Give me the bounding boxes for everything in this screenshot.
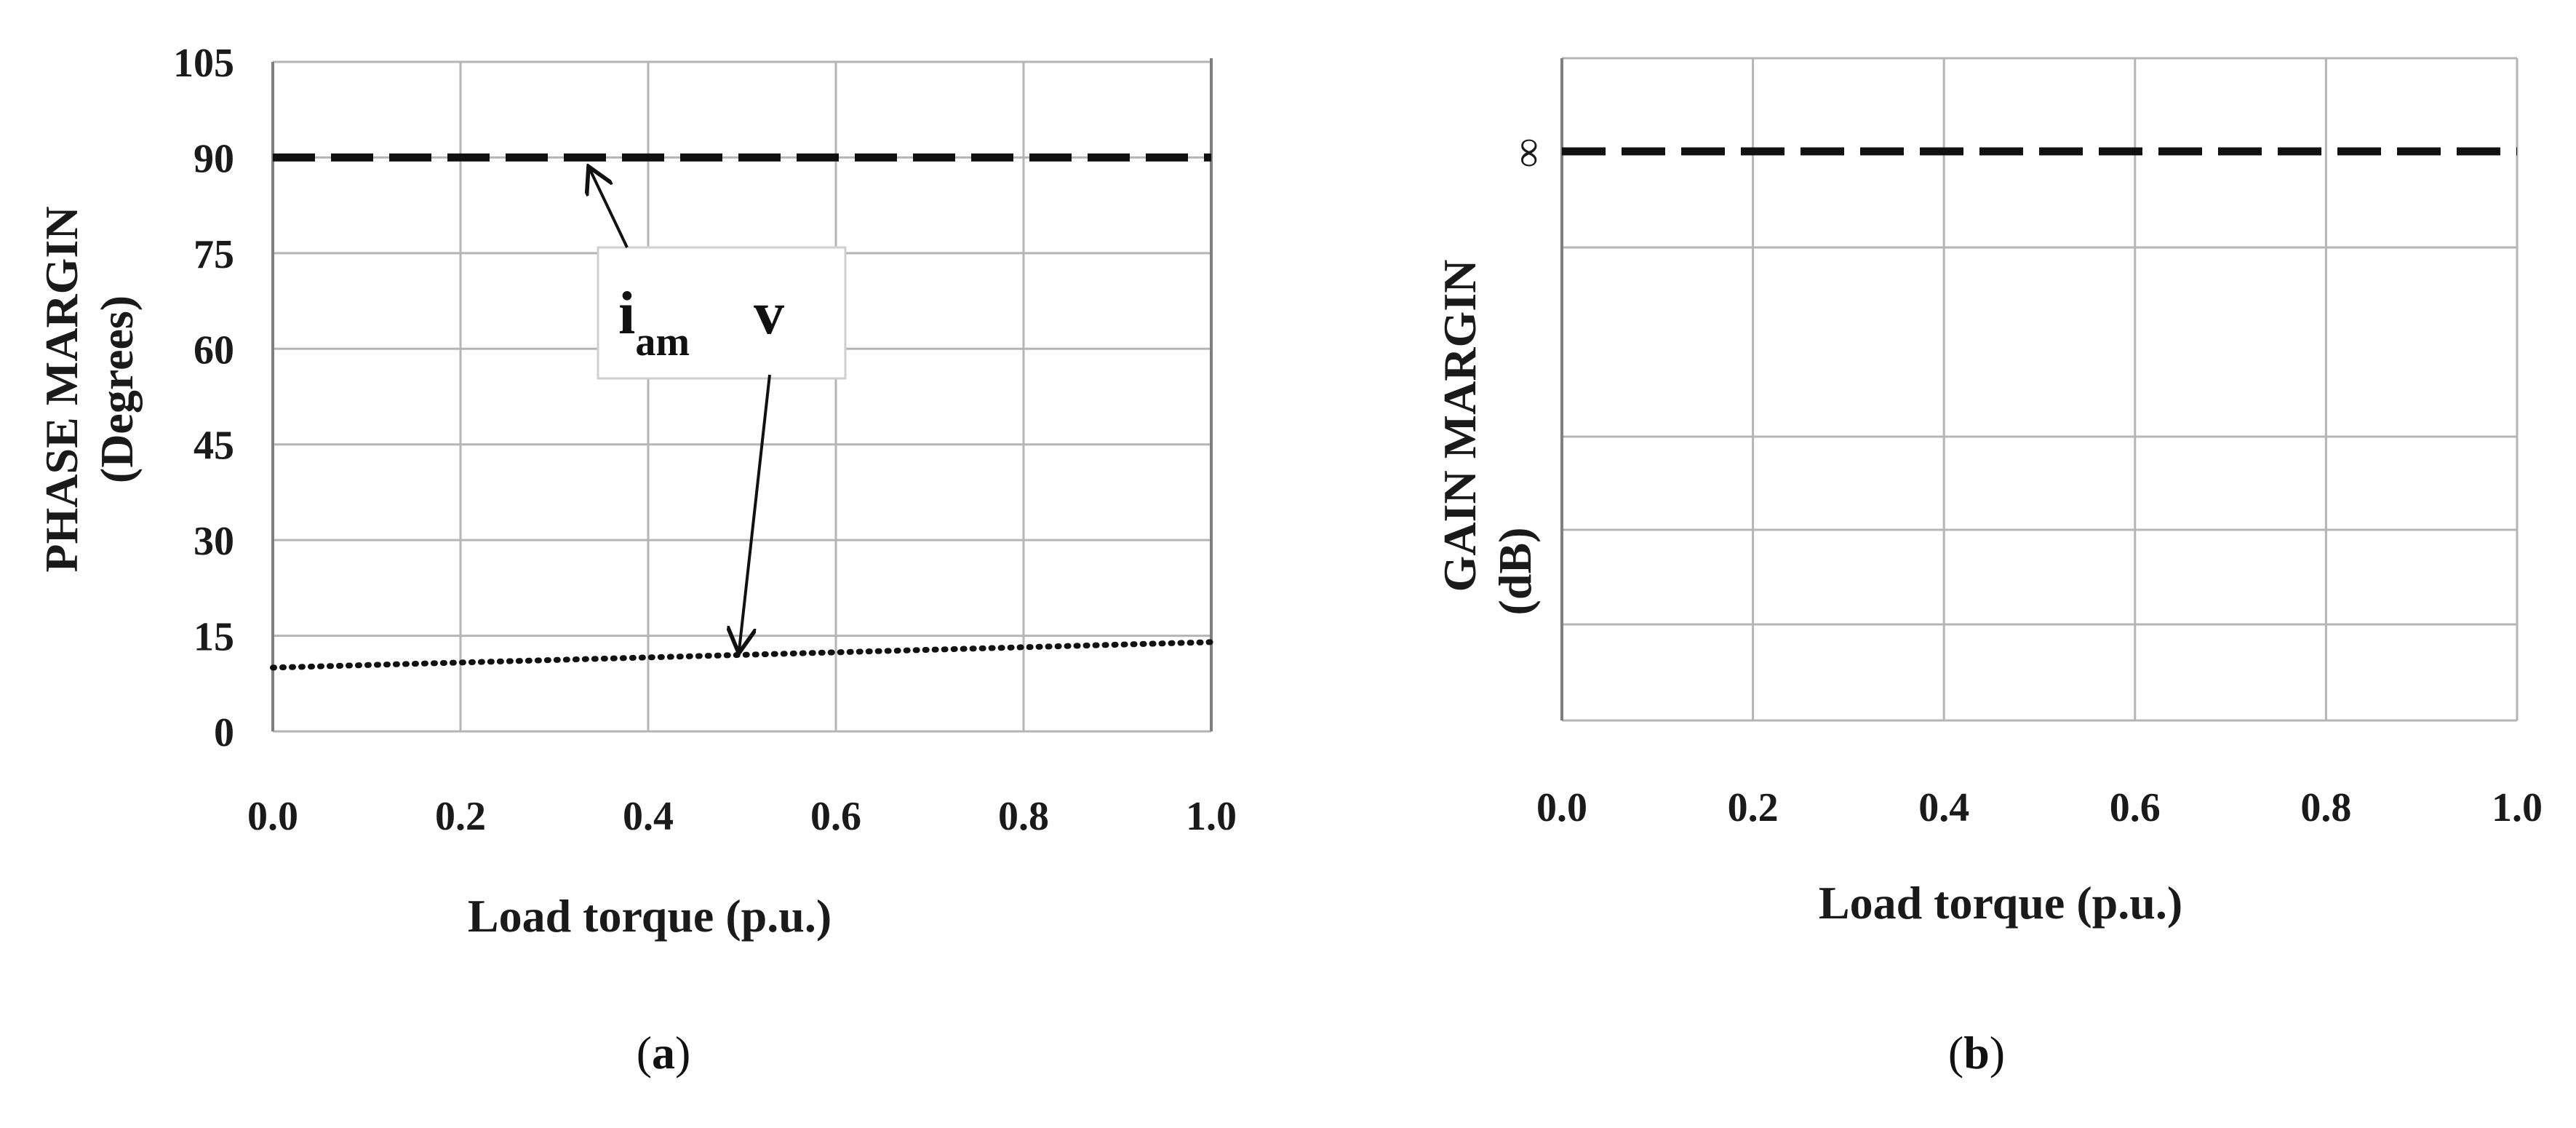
legend-arrows bbox=[590, 169, 771, 651]
y-tick-label: 45 bbox=[194, 424, 234, 469]
chart-a-series bbox=[270, 153, 1214, 671]
chart-b-panel-letter: b bbox=[1963, 1027, 1990, 1079]
phase-margin-chart: 105 90 75 60 45 30 15 0 0.0 0.2 0.4 0.6 0.8 1.0 iam … bbox=[36, 41, 1237, 1079]
chart-b-x-axis-title: Load torque (p.u.) bbox=[1819, 877, 2182, 929]
chart-b-y-axis-title-line1: GAIN MARGIN bbox=[1434, 260, 1486, 592]
chart-b-panel-label: (b) bbox=[1948, 1027, 2005, 1079]
x-tick-label: 0.8 bbox=[998, 794, 1049, 839]
legend-iam-main: i bbox=[618, 279, 635, 347]
x-tick-label: 0.0 bbox=[1536, 785, 1587, 830]
legend-box bbox=[597, 246, 847, 380]
chart-a-y-axis-title-line2: (Degrees) bbox=[91, 295, 143, 483]
chart-a-y-ticks: 105 90 75 60 45 30 15 0 bbox=[173, 41, 234, 755]
x-tick-label: 0.4 bbox=[623, 794, 674, 839]
y-tick-label: 15 bbox=[194, 615, 234, 660]
series-line-v bbox=[270, 639, 1214, 671]
legend-label-iam: iam bbox=[618, 279, 690, 365]
legend-iam-sub: am bbox=[635, 319, 690, 365]
x-tick-label: 0.8 bbox=[2300, 785, 2351, 830]
x-tick-label: 0.4 bbox=[1918, 785, 1969, 830]
x-tick-label: 0.6 bbox=[2110, 785, 2161, 830]
chart-b-y-tick-infinity: ∞ bbox=[1505, 138, 1550, 167]
x-tick-label: 0.0 bbox=[247, 794, 298, 839]
gain-margin-chart: 0.0 0.2 0.4 0.6 0.8 1.0 ∞ Load torque (p.u.) … bbox=[1434, 57, 2543, 1079]
y-tick-label: 90 bbox=[194, 136, 234, 181]
chart-a-y-axis-title-line1: PHASE MARGIN bbox=[36, 206, 87, 572]
chart-a-legend: iam v bbox=[590, 169, 847, 651]
x-tick-label: 0.2 bbox=[1728, 785, 1779, 830]
y-tick-label: 75 bbox=[194, 232, 234, 277]
legend-arrow-v bbox=[739, 374, 771, 651]
chart-a-panel-letter: a bbox=[652, 1027, 675, 1079]
y-tick-label: 105 bbox=[173, 41, 234, 86]
y-tick-label: 30 bbox=[194, 519, 234, 564]
chart-a-panel-label: (a) bbox=[637, 1027, 691, 1079]
x-tick-label: 0.2 bbox=[435, 794, 486, 839]
x-tick-label: 1.0 bbox=[2492, 785, 2543, 830]
legend-label-v: v bbox=[754, 279, 784, 347]
chart-b-x-ticks: 0.0 0.2 0.4 0.6 0.8 1.0 bbox=[1536, 785, 2543, 830]
y-tick-label: 0 bbox=[214, 710, 234, 755]
chart-b-y-axis-title-line2: (dB) bbox=[1489, 528, 1541, 616]
y-tick-label: 60 bbox=[194, 327, 234, 373]
chart-a-x-axis-title: Load torque (p.u.) bbox=[468, 890, 832, 942]
legend-arrow-iam bbox=[590, 169, 629, 248]
x-tick-label: 1.0 bbox=[1186, 794, 1237, 839]
x-tick-label: 0.6 bbox=[810, 794, 861, 839]
chart-b-grid bbox=[1560, 57, 2519, 722]
chart-a-x-ticks: 0.0 0.2 0.4 0.6 0.8 1.0 bbox=[247, 794, 1237, 839]
